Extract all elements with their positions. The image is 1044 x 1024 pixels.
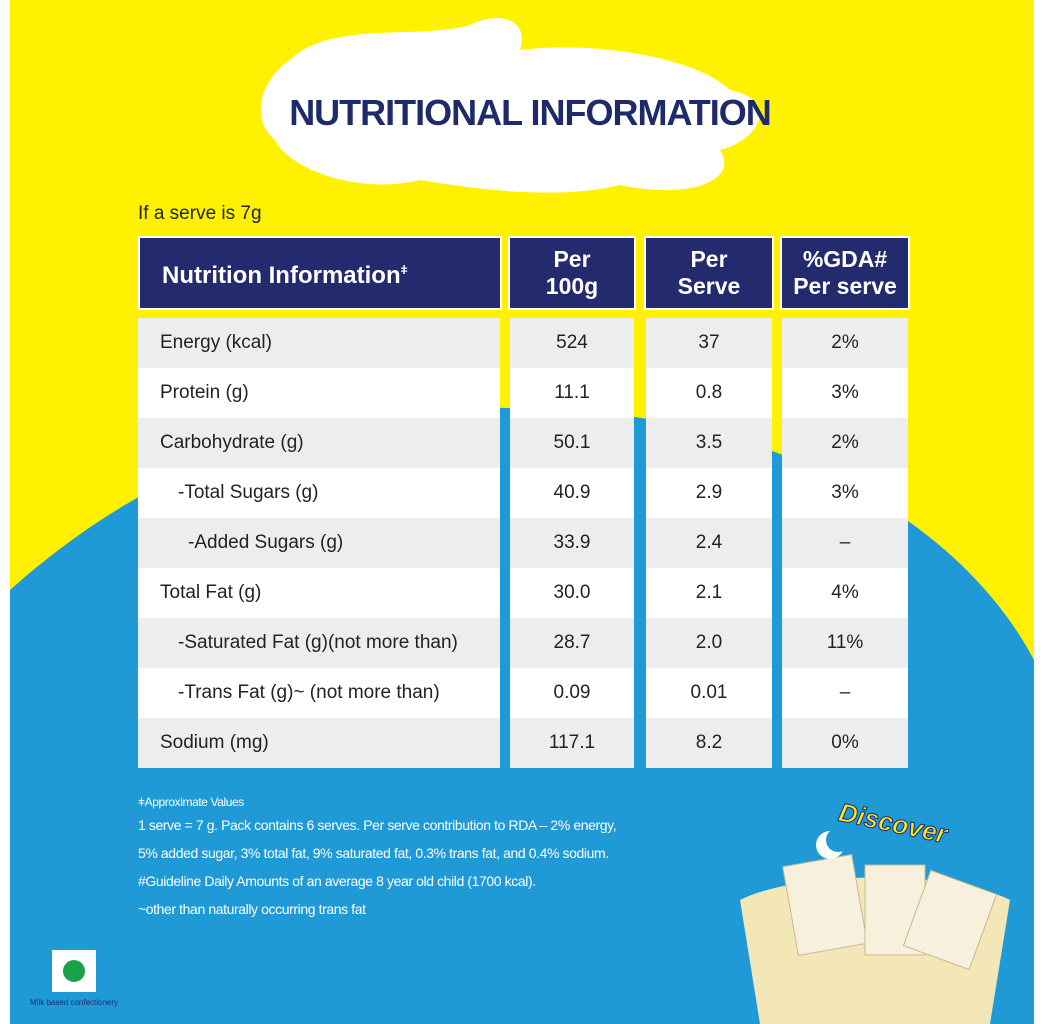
table-cell: 33.9 [553, 532, 591, 553]
row-shade [138, 518, 500, 568]
table-cell: -Total Sugars (g) [178, 482, 319, 503]
milk-splash [260, 18, 760, 193]
row-shade [782, 318, 908, 368]
header-text: Per [553, 246, 591, 272]
table-cell: Carbohydrate (g) [160, 432, 304, 453]
header-text: Per [690, 246, 728, 272]
row-shade [782, 418, 908, 468]
chocolate [782, 854, 868, 956]
table-cell: 524 [556, 332, 588, 353]
row-shade [510, 418, 634, 468]
row-shade [782, 718, 908, 768]
table-cell: Sodium (mg) [160, 732, 269, 753]
veg-label: Milk based confectionery [30, 998, 119, 1007]
table-cell: Protein (g) [160, 382, 249, 403]
header-text: Per serve [793, 273, 897, 299]
edge [0, 0, 10, 1024]
table-cell: 0% [831, 732, 859, 753]
header-text: 100g [545, 273, 599, 299]
chocolate [902, 869, 998, 971]
header-text: %GDA# [802, 246, 888, 272]
row-shade [138, 618, 500, 668]
table-cell: 30.0 [553, 582, 591, 603]
row-shade [510, 618, 634, 668]
table-cell: 2.0 [695, 632, 723, 653]
table-cell: 2.9 [695, 482, 723, 503]
table-cell: 2.4 [695, 532, 723, 553]
table-cell: 8.2 [695, 732, 723, 753]
veg-dot [63, 960, 85, 982]
table-cell: 2% [831, 432, 859, 453]
header-mark: ǂ [400, 263, 408, 277]
row-shade [138, 718, 500, 768]
moon [826, 828, 850, 852]
footnote: ~other than naturally occurring trans fa… [138, 901, 366, 917]
footnote: #Guideline Daily Amounts of an average 8… [138, 873, 536, 889]
row-shade [782, 618, 908, 668]
row-shade [510, 518, 634, 568]
footnotes: ǂApproximate Values 1 serve = 7 g. Pack c… [138, 793, 638, 923]
header-text: Nutrition Information [162, 262, 401, 289]
footnote: ǂApproximate Values [138, 795, 244, 809]
table-cell: – [839, 532, 851, 553]
header-cell: Per Serve [644, 236, 774, 310]
table-cell: 3.5 [695, 432, 723, 453]
table-cell: -Trans Fat (g)~ (not more than) [178, 682, 440, 703]
table-cell: 4% [831, 582, 859, 603]
row-shade [510, 718, 634, 768]
header-text: Nutrition Informationǂ [162, 257, 408, 289]
table-cell: Total Fat (g) [160, 582, 262, 603]
row-shade [646, 718, 772, 768]
header-text: Serve [677, 273, 741, 299]
row-shade [646, 318, 772, 368]
table-cell: 2.1 [695, 582, 723, 603]
row-shade [646, 418, 772, 468]
table-cell: 11% [826, 632, 864, 653]
row-shade [646, 518, 772, 568]
table-cell: 11.1 [554, 382, 590, 403]
table-cell: 0.09 [553, 682, 591, 703]
header-cell: %GDA# Per serve [780, 236, 910, 310]
row-shade [138, 418, 500, 468]
table-cell: Energy (kcal) [160, 332, 272, 353]
table-cell: 2% [831, 332, 859, 353]
row-shade [782, 518, 908, 568]
title: NUTRITIONAL INFORMATION [289, 92, 772, 133]
table-cell: 0.01 [690, 682, 728, 703]
table-cell: 0.8 [695, 382, 723, 403]
row-shade [510, 318, 634, 368]
header-cell: Nutrition Informationǂ [138, 236, 502, 310]
table-cell: 37 [698, 332, 720, 353]
table-cell: -Saturated Fat (g)(not more than) [178, 632, 458, 653]
row-shade [138, 318, 500, 368]
table-cell: 28.7 [553, 632, 591, 653]
footnote: 1 serve = 7 g. Pack contains 6 serves. P… [138, 817, 617, 861]
table-cell: 117.1 [548, 732, 596, 753]
serve-note: If a serve is 7g [138, 203, 262, 224]
table-cell: – [839, 682, 851, 703]
table-cell: 3% [831, 382, 859, 403]
table-cell: 40.9 [553, 482, 591, 503]
row-shade [646, 618, 772, 668]
edge [1034, 0, 1044, 1024]
table-cell: 3% [831, 482, 859, 503]
table-cell: -Added Sugars (g) [188, 532, 344, 553]
table-cell: 50.1 [553, 432, 591, 453]
header-cell: Per 100g [508, 236, 636, 310]
